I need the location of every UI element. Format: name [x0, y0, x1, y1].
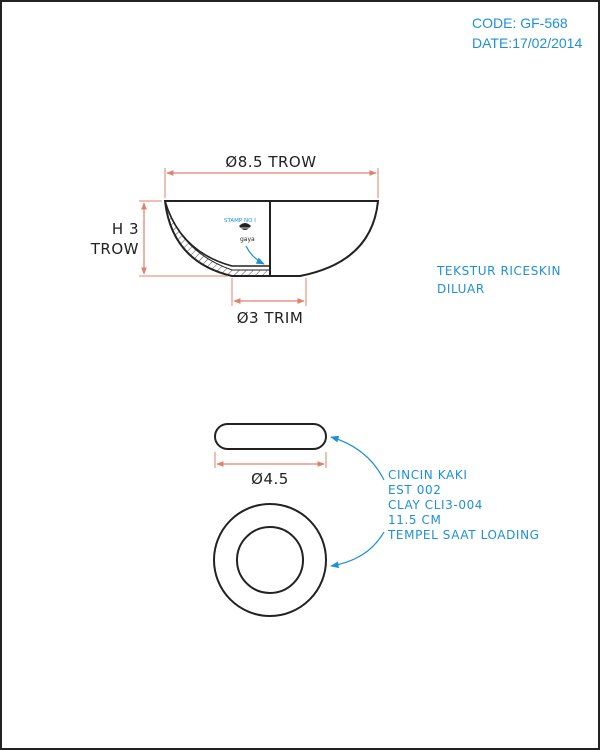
ring-note-line-5: TEMPEL SAAT LOADING — [387, 528, 540, 542]
ring-note-line-2: EST 002 — [388, 483, 441, 497]
stamp-label: STAMP NO I — [224, 218, 256, 224]
height-dimension-label-1: H 3 — [112, 220, 139, 238]
ring-note-arrow-top — [330, 435, 385, 481]
foot-ring-top-view-inner — [236, 526, 304, 594]
ring-note-line-1: CINCIN KAKI — [388, 468, 467, 482]
drawing-code: CODE: GF-568 — [472, 15, 568, 31]
ring-note-arrow-bottom — [330, 531, 385, 569]
ring-note-line-3: CLAY CLI3-004 — [388, 498, 483, 512]
bowl-inner-curve — [164, 200, 270, 267]
foot-ring-views: Ø4.5 — [213, 423, 327, 617]
base-dimension-label: Ø3 TRIM — [237, 309, 304, 327]
height-dimension-label-2: TROW — [90, 240, 139, 258]
bowl-section-view: STAMP NO I gaya Ø8.5 TROW H 3 TROW Ø3 TR… — [90, 153, 380, 327]
foot-ring-side-view — [214, 423, 327, 450]
ring-dimension-label: Ø4.5 — [251, 470, 289, 488]
stamp-mark-icon — [239, 223, 251, 230]
width-dimension-label: Ø8.5 TROW — [225, 153, 316, 171]
drawing-date: DATE:17/02/2014 — [472, 35, 582, 51]
bowl-outline — [163, 200, 380, 277]
foot-ring-top-view-outer — [213, 503, 327, 617]
stamp-mark-text: gaya — [240, 236, 255, 243]
texture-note-line-2: DILUAR — [437, 282, 485, 296]
ring-note-line-4: 11.5 CM — [388, 513, 441, 527]
texture-note-line-1: TEKSTUR RICESKIN — [436, 264, 561, 278]
stamp-pointer-arrow — [245, 245, 265, 265]
